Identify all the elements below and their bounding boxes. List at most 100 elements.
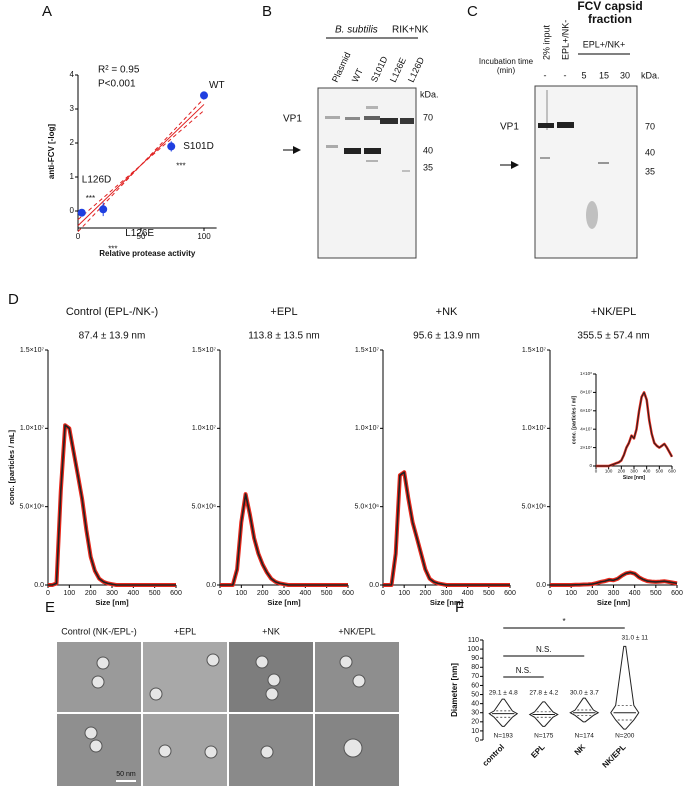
x-axis-label: Size [nm] xyxy=(597,598,631,607)
y-tick-label: 2 xyxy=(70,138,75,147)
point-label: L126E xyxy=(125,228,154,239)
lane-label: Plasmid xyxy=(330,51,353,84)
x-tick-label: 300 xyxy=(106,590,118,597)
point-label: L126D xyxy=(82,174,111,185)
time-label: - xyxy=(564,70,567,80)
error-band xyxy=(383,470,510,587)
x-tick-label: 400 xyxy=(643,469,651,474)
y-tick-label: 1.5×10⁷ xyxy=(20,347,45,354)
n-label: N=193 xyxy=(494,733,514,740)
n-label: N=200 xyxy=(615,733,635,740)
y-tick-label: 30 xyxy=(471,710,479,717)
y-tick-label: 0.0 xyxy=(369,582,379,589)
blot-bands xyxy=(538,90,609,229)
y-tick-label: 10 xyxy=(471,728,479,735)
significance-label: N.S. xyxy=(516,666,532,675)
marker-label: 70 xyxy=(423,112,433,122)
lane-label: EPL+/NK- xyxy=(560,20,570,60)
x-tick-label: 50 xyxy=(137,232,146,241)
x-tick-label: 100 xyxy=(235,590,247,597)
stat-annotation: P<0.001 xyxy=(98,79,136,90)
chart-subtitle: 87.4 ± 13.9 nm xyxy=(79,331,146,342)
x-tick-label: 400 xyxy=(127,590,139,597)
x-tick-label: 600 xyxy=(342,590,354,597)
x-tick-label: 100 xyxy=(63,590,75,597)
x-tick-label: 300 xyxy=(630,469,638,474)
data-point xyxy=(99,205,108,214)
x-tick-label: 600 xyxy=(504,590,516,597)
mean-label: 29.1 ± 4.8 xyxy=(489,690,518,697)
panel-label: F xyxy=(455,599,464,616)
error-band xyxy=(596,391,674,468)
y-axis-label: anti-FCV [-log] xyxy=(47,124,56,179)
x-tick-label: 600 xyxy=(170,590,182,597)
y-tick-label: 1×10⁸ xyxy=(580,371,592,376)
y-tick-label: 1.0×10⁷ xyxy=(355,425,380,432)
size-distribution xyxy=(48,424,176,586)
y-tick-label: 1.0×10⁷ xyxy=(192,425,217,432)
point-label: WT xyxy=(209,80,225,91)
x-tick-label: 600 xyxy=(671,590,683,597)
x-tick-label: 200 xyxy=(257,590,269,597)
n-label: N=174 xyxy=(575,733,595,740)
panel-label: A xyxy=(42,3,52,20)
chart-subtitle: 95.6 ± 13.9 nm xyxy=(413,331,480,342)
y-tick-label: 60 xyxy=(471,682,479,689)
x-tick-label: 0 xyxy=(548,590,552,597)
x-tick-label: 400 xyxy=(299,590,311,597)
blot-bands xyxy=(325,106,414,172)
chart-subtitle: 113.8 ± 13.5 nm xyxy=(248,331,319,342)
y-tick-label: 5.0×10⁶ xyxy=(20,504,45,511)
error-band xyxy=(550,570,678,587)
time-axis-label: Incubation time (min) xyxy=(478,57,534,75)
x-tick-label: 0 xyxy=(76,232,81,241)
y-tick-label: 110 xyxy=(468,637,479,644)
y-tick-label: 0 xyxy=(589,463,592,468)
time-label: - xyxy=(544,70,547,80)
x-tick-label: 300 xyxy=(608,590,620,597)
x-tick-label: NK xyxy=(573,742,588,757)
x-axis-label: Size [nm] xyxy=(267,598,301,607)
x-tick-label: 500 xyxy=(650,590,662,597)
significance: *** xyxy=(108,244,117,253)
x-tick-label: 500 xyxy=(656,469,664,474)
y-tick-label: 0.0 xyxy=(34,582,44,589)
x-axis-label: Size [nm] xyxy=(430,598,464,607)
x-tick-label: 500 xyxy=(321,590,333,597)
x-axis-label: Size [nm] xyxy=(95,598,129,607)
x-tick-label: 200 xyxy=(419,590,431,597)
y-axis-label: conc. [particles / mL] xyxy=(7,429,16,505)
panel-label: B xyxy=(262,3,272,20)
marker-label: 40 xyxy=(645,147,655,157)
mean-label: 30.0 ± 3.7 xyxy=(570,690,599,697)
x-tick-label: NK/EPL xyxy=(601,742,628,769)
x-tick-label: 200 xyxy=(618,469,626,474)
chart-title: +EPL xyxy=(270,306,297,318)
x-tick-label: EPL xyxy=(529,742,546,759)
lane-label: S101D xyxy=(369,54,390,84)
chart-title: +NK xyxy=(436,306,458,318)
blot-title: FCV capsid fraction xyxy=(577,0,643,27)
y-tick-label: 50 xyxy=(471,691,479,698)
x-tick-label: 100 xyxy=(605,469,613,474)
time-label: 15 xyxy=(599,70,609,80)
x-tick-label: 0 xyxy=(381,590,385,597)
y-tick-label: 3 xyxy=(70,104,75,113)
significance: *** xyxy=(86,194,95,203)
stat-annotation: R² = 0.95 xyxy=(98,65,140,76)
lane-label: WT xyxy=(350,66,365,83)
chart-subtitle: 355.5 ± 57.4 nm xyxy=(577,331,649,342)
x-tick-label: 300 xyxy=(441,590,453,597)
y-tick-label: 90 xyxy=(471,655,479,662)
unit-label: kDa. xyxy=(420,89,439,99)
column-header: +EPL xyxy=(174,626,196,636)
y-tick-label: 70 xyxy=(471,673,479,680)
x-tick-label: 500 xyxy=(149,590,161,597)
marker-label: 40 xyxy=(423,145,433,155)
y-tick-label: 5.0×10⁶ xyxy=(355,504,380,511)
y-tick-label: 40 xyxy=(471,700,479,707)
data-point xyxy=(77,208,86,217)
x-tick-label: 400 xyxy=(462,590,474,597)
panel-label: C xyxy=(467,3,478,20)
